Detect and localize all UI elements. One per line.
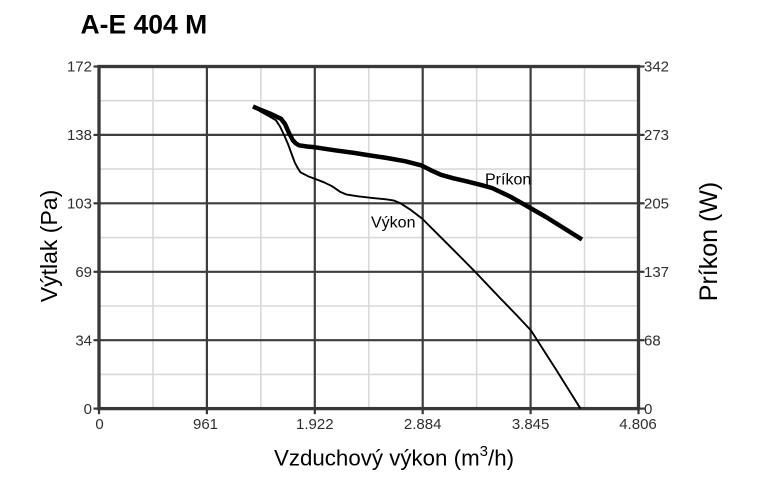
svg-text:Príkon (W): Príkon (W) [695, 182, 723, 301]
svg-text:138: 138 [67, 127, 92, 144]
svg-text:Výkon: Výkon [371, 214, 415, 231]
svg-text:69: 69 [75, 264, 92, 281]
svg-text:0: 0 [84, 401, 92, 418]
svg-text:172: 172 [67, 59, 92, 76]
svg-text:Vzduchový výkon (m3/h): Vzduchový výkon (m3/h) [274, 443, 514, 471]
svg-text:1.922: 1.922 [296, 416, 334, 433]
svg-text:0: 0 [95, 416, 103, 433]
svg-text:Výtlak (Pa): Výtlak (Pa) [36, 190, 62, 302]
svg-text:0: 0 [644, 401, 652, 418]
svg-text:205: 205 [644, 196, 669, 213]
svg-text:Príkon: Príkon [485, 172, 531, 189]
svg-text:273: 273 [644, 127, 669, 144]
svg-text:A-E 404 M: A-E 404 M [81, 10, 208, 40]
svg-text:2.884: 2.884 [404, 416, 442, 433]
svg-text:34: 34 [75, 332, 92, 349]
svg-text:4.806: 4.806 [619, 416, 657, 433]
svg-text:103: 103 [67, 196, 92, 213]
svg-text:137: 137 [644, 264, 669, 281]
svg-text:68: 68 [644, 332, 661, 349]
svg-text:3.845: 3.845 [512, 416, 550, 433]
svg-text:961: 961 [193, 416, 218, 433]
svg-text:342: 342 [644, 59, 669, 76]
